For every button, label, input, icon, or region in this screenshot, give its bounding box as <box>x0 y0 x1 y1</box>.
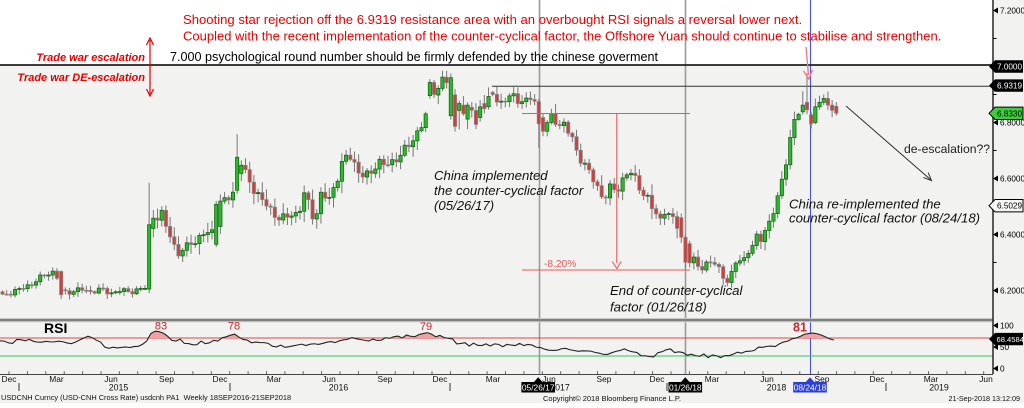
svg-text:08/24/18: 08/24/18 <box>794 383 827 393</box>
svg-text:Copyright© 2018 Bloomberg Fina: Copyright© 2018 Bloomberg Finance L.P. <box>543 394 681 403</box>
svg-text:Dec: Dec <box>650 374 665 384</box>
svg-text:01/26/18: 01/26/18 <box>669 383 702 393</box>
svg-text:7.2000: 7.2000 <box>1000 7 1024 16</box>
svg-text:2018: 2018 <box>767 383 787 393</box>
svg-text:the counter-cyclical factor: the counter-cyclical factor <box>434 183 584 198</box>
svg-text:de-escalation??: de-escalation?? <box>904 142 990 156</box>
svg-text:-8.20%: -8.20% <box>544 259 576 270</box>
svg-text:Sep: Sep <box>378 374 393 384</box>
svg-text:factor (01/26/18): factor (01/26/18) <box>610 300 707 315</box>
svg-text:68.4584: 68.4584 <box>997 335 1024 344</box>
svg-text:Sep: Sep <box>597 374 612 384</box>
svg-text:USDCNH Curncy (USD-CNH Cross R: USDCNH Curncy (USD-CNH Cross Rate) usdcn… <box>1 393 291 402</box>
svg-text:0: 0 <box>1000 365 1005 374</box>
svg-text:05/26/17: 05/26/17 <box>522 383 555 393</box>
svg-text:Dec: Dec <box>213 374 228 384</box>
svg-text:7.000 psychological round numb: 7.000 psychological round number should … <box>170 50 658 64</box>
svg-text:2015: 2015 <box>109 383 129 393</box>
svg-text:7.0000: 7.0000 <box>997 63 1022 72</box>
svg-text:Dec: Dec <box>2 374 17 384</box>
svg-text:Dec: Dec <box>870 374 885 384</box>
svg-text:Coupled with the recent implem: Coupled with the recent implementation o… <box>183 29 941 44</box>
svg-text:2019: 2019 <box>929 383 949 393</box>
svg-text:Jun: Jun <box>979 374 993 384</box>
svg-text:End of counter-cyclical: End of counter-cyclical <box>610 283 743 298</box>
svg-text:2016: 2016 <box>329 383 349 393</box>
svg-text:83: 83 <box>155 321 167 333</box>
svg-text:China re-implemented the: China re-implemented the <box>789 197 941 212</box>
svg-text:China implemented: China implemented <box>434 168 548 183</box>
svg-text:6.4000: 6.4000 <box>1000 231 1024 240</box>
svg-text:81: 81 <box>793 321 807 335</box>
svg-text:21-Sep-2018 13:12:09: 21-Sep-2018 13:12:09 <box>948 394 1020 403</box>
svg-text:Trade war escalation: Trade war escalation <box>36 52 145 64</box>
svg-text:6.2000: 6.2000 <box>1000 287 1024 296</box>
svg-text:Shooting star rejection off th: Shooting star rejection off the 6.9319 r… <box>183 12 802 27</box>
svg-text:6.9319: 6.9319 <box>997 82 1022 91</box>
svg-text:Dec: Dec <box>433 374 448 384</box>
svg-text:Mar: Mar <box>705 374 720 384</box>
svg-text:Mar: Mar <box>486 374 501 384</box>
svg-text:Sep: Sep <box>159 374 174 384</box>
svg-text:6.8330: 6.8330 <box>997 109 1022 118</box>
svg-text:counter-cyclical factor (08/24: counter-cyclical factor (08/24/18) <box>789 211 980 226</box>
svg-text:79: 79 <box>420 321 432 333</box>
svg-text:RSI: RSI <box>44 320 67 336</box>
svg-text:Mar: Mar <box>49 374 64 384</box>
svg-text:6.5029: 6.5029 <box>997 202 1022 211</box>
svg-text:(05/26/17): (05/26/17) <box>434 198 494 213</box>
svg-text:100: 100 <box>1000 322 1014 331</box>
svg-text:Trade war DE-escalation: Trade war DE-escalation <box>17 72 145 84</box>
svg-text:Mar: Mar <box>267 374 282 384</box>
svg-text:6.6000: 6.6000 <box>1000 175 1024 184</box>
svg-text:78: 78 <box>228 321 240 333</box>
